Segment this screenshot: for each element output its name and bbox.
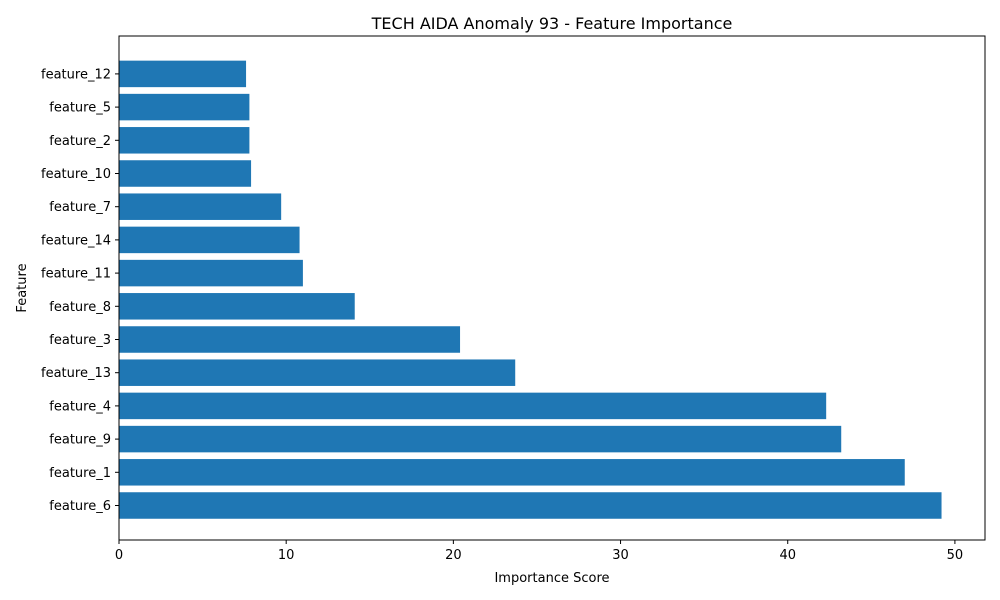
x-tick-label: 10 — [278, 548, 295, 563]
x-axis-label: Importance Score — [494, 571, 609, 586]
x-axis: 0 10 20 30 40 50 — [115, 540, 963, 563]
bar-feature-7 — [119, 193, 282, 220]
bar-feature-8 — [119, 293, 355, 320]
bar-feature-1 — [119, 459, 905, 486]
y-tick-label: feature_10 — [41, 167, 111, 182]
y-tick-label: feature_13 — [41, 366, 111, 381]
y-axis-label: Feature — [15, 263, 30, 312]
y-tick-label: feature_7 — [49, 200, 111, 215]
y-tick-label: feature_4 — [49, 399, 111, 414]
y-tick-label: feature_5 — [49, 101, 111, 116]
y-tick-label: feature_9 — [49, 433, 111, 448]
y-tick-label: feature_6 — [49, 499, 111, 514]
chart-title: TECH AIDA Anomaly 93 - Feature Importanc… — [371, 14, 733, 33]
y-tick-label: feature_1 — [49, 466, 111, 481]
bar-feature-5 — [119, 93, 250, 121]
y-tick-label: feature_3 — [49, 333, 111, 348]
x-tick-label: 0 — [115, 548, 123, 563]
y-axis: feature_6 feature_1 feature_9 feature_4 feat… — [41, 67, 119, 514]
bar-feature-11 — [119, 259, 303, 287]
x-tick-label: 50 — [947, 548, 964, 563]
bar-feature-2 — [119, 127, 250, 154]
x-tick-label: 40 — [779, 548, 796, 563]
plot-area — [119, 60, 942, 519]
bar-feature-4 — [119, 392, 827, 420]
y-tick-label: feature_11 — [41, 267, 111, 282]
bar-feature-13 — [119, 359, 516, 386]
x-tick-label: 20 — [445, 548, 462, 563]
y-tick-label: feature_8 — [49, 300, 111, 315]
y-tick-label: feature_2 — [49, 134, 111, 149]
bar-feature-6 — [119, 492, 942, 519]
bar-feature-9 — [119, 425, 842, 453]
bar-feature-3 — [119, 326, 461, 353]
plot-frame — [118, 35, 986, 541]
y-tick-label: feature_12 — [41, 67, 111, 82]
x-tick-label: 30 — [612, 548, 629, 563]
bar-feature-14 — [119, 226, 300, 254]
bar-feature-10 — [119, 160, 252, 187]
bar-feature-12 — [119, 60, 247, 88]
y-tick-label: feature_14 — [41, 233, 111, 248]
